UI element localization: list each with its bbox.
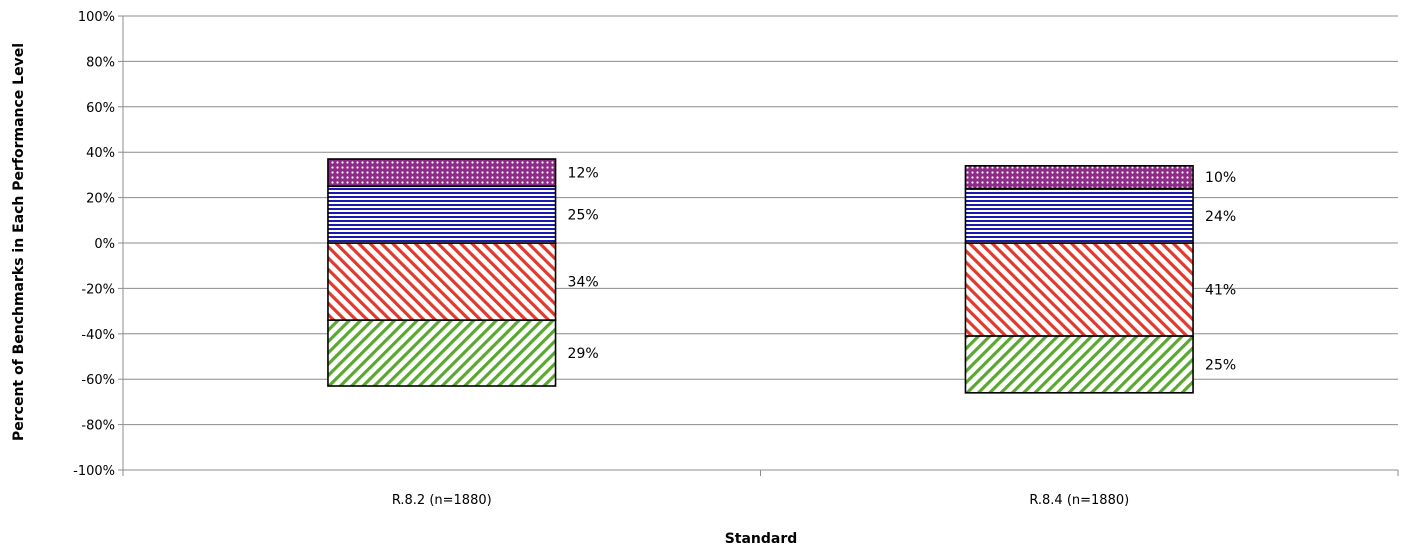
x-axis-ticks: R.8.2 (n=1880) R.8.4 (n=1880) (122, 470, 1399, 508)
data-label: 25% (568, 208, 599, 224)
y-tick-label: 20% (86, 192, 115, 207)
data-label: 29% (568, 346, 599, 362)
y-tick-label: -20% (81, 282, 115, 297)
y-axis-title: Percent of Benchmarks in Each Performanc… (11, 43, 27, 441)
bar-segment (327, 319, 557, 387)
bar-segment (964, 242, 1194, 337)
bar-segment (964, 187, 1194, 244)
y-axis-ticks: 100% 80% 60% 40% 20% 0% -20% -40% -60% -80% -100% (73, 10, 123, 479)
x-tick-label: R.8.4 (n=1880) (1029, 493, 1129, 508)
x-axis-title: Standard (725, 531, 798, 547)
data-labels: 34% 29% 25% 12% 41% 25% 24% 10% (568, 166, 1237, 374)
bar-segment (327, 185, 557, 244)
bars (327, 158, 1194, 394)
grid-lines (123, 15, 1398, 471)
data-label: 41% (1205, 283, 1236, 299)
data-label: 10% (1205, 170, 1236, 186)
data-label: 34% (568, 275, 599, 291)
y-tick-label: -60% (81, 373, 115, 388)
y-tick-label: -100% (73, 464, 115, 479)
y-tick-label: 100% (78, 10, 115, 25)
y-tick-label: -80% (81, 419, 115, 434)
y-tick-label: 0% (94, 237, 115, 252)
bar-segment (964, 335, 1194, 394)
bar-segment (964, 165, 1194, 190)
y-tick-label: -40% (81, 328, 115, 343)
x-tick-label: R.8.2 (n=1880) (392, 493, 492, 508)
y-tick-label: 80% (86, 55, 115, 70)
y-tick-label: 60% (86, 101, 115, 116)
y-tick-label: 40% (86, 146, 115, 161)
bar-segment (327, 242, 557, 321)
data-label: 24% (1205, 209, 1236, 225)
data-label: 25% (1205, 357, 1236, 373)
bar-segment (327, 158, 557, 188)
data-label: 12% (568, 166, 599, 182)
